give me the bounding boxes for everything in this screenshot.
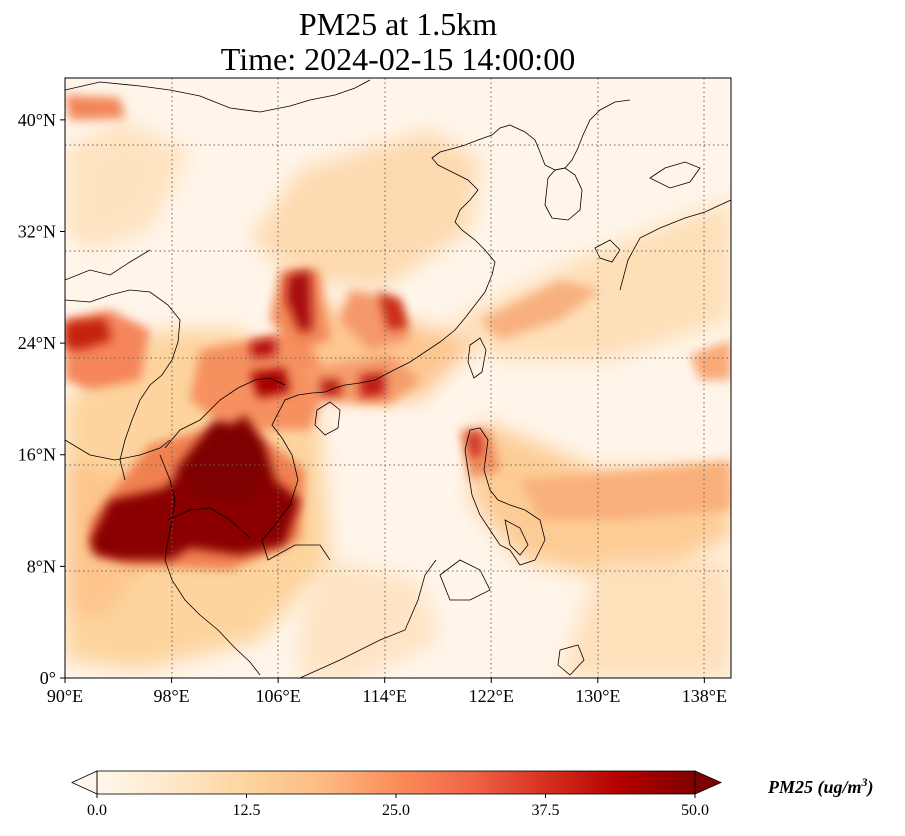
plot-title-line-2: Time: 2024-02-15 14:00:00: [220, 41, 576, 77]
colorbar-label: PM25 (ug/m3): [768, 775, 874, 797]
pm25-high: [65, 270, 482, 560]
x-tick-label: 98°E: [153, 686, 189, 706]
colorbar-tick-label: 12.5: [233, 802, 261, 819]
x-tick-label: 122°E: [469, 686, 514, 706]
y-tick-label: 32°N: [18, 221, 56, 241]
colorbar-tick-label: 25.0: [382, 802, 410, 819]
x-tick-label: 90°E: [47, 686, 83, 706]
colorbar-max-extend: [694, 770, 722, 795]
y-tick-label: 8°N: [27, 556, 56, 576]
colorbar-tick-label: 50.0: [681, 802, 709, 819]
colorbar-gradient: [97, 771, 695, 794]
colorbar-tick-label: 37.5: [532, 802, 560, 819]
colorbar-tick-label: 0.0: [87, 802, 107, 819]
longitude-ticks: 90°E 98°E 106°E 114°E 122°E 130°E 138°E: [47, 678, 727, 706]
colorbar-ticks: 0.0 12.5 25.0 37.5 50.0: [87, 794, 709, 819]
colorbar: 0.0 12.5 25.0 37.5 50.0: [71, 770, 722, 819]
coastlines-borders: [65, 79, 731, 678]
x-tick-label: 130°E: [575, 686, 620, 706]
y-tick-label: 40°N: [18, 110, 56, 130]
x-tick-label: 138°E: [682, 686, 727, 706]
latitude-ticks: 0° 8°N 16°N 24°N 32°N 40°N: [18, 110, 65, 688]
x-tick-label: 106°E: [256, 686, 301, 706]
y-tick-label: 24°N: [18, 333, 56, 353]
gridlines: [65, 78, 731, 678]
plot-title-line-1: PM25 at 1.5km: [298, 6, 498, 42]
map-plot-area: [65, 78, 731, 678]
pm25-field: [65, 95, 731, 678]
x-tick-label: 114°E: [362, 686, 407, 706]
colorbar-min-extend: [71, 770, 98, 795]
map-frame: [64, 77, 732, 679]
y-tick-label: 0°: [40, 668, 56, 688]
y-tick-label: 16°N: [18, 445, 56, 465]
